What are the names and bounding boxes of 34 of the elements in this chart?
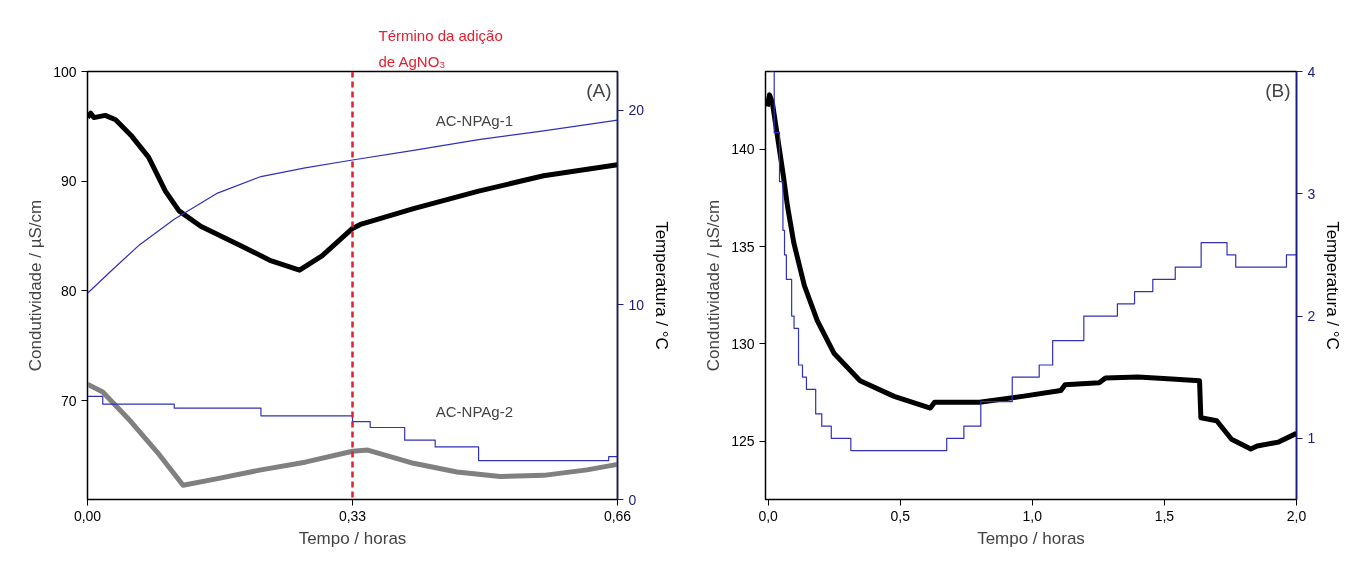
y-tick-label: 80 bbox=[60, 282, 77, 299]
x-tick-label: 0,33 bbox=[338, 507, 367, 524]
y2-axis-title: Temperatura / °C bbox=[1323, 221, 1343, 350]
y2-tick-label: 1 bbox=[1307, 430, 1316, 447]
y2-tick-label: 3 bbox=[1307, 185, 1316, 202]
y-axis-title: Condutividade / µS/cm bbox=[704, 199, 724, 372]
y-tick-label: 140 bbox=[731, 141, 755, 158]
chart-title: (B) bbox=[1265, 79, 1291, 101]
x-tick-label: 1,0 bbox=[1022, 507, 1043, 524]
x-axis-title: Tempo / horas bbox=[977, 528, 1085, 548]
x-tick-label: 0,00 bbox=[73, 507, 102, 524]
annotation: AC-NPAg-1 bbox=[435, 112, 514, 130]
y2-tick-label: 2 bbox=[1307, 308, 1316, 325]
y-tick-label: 130 bbox=[731, 335, 755, 352]
y2-tick-label: 0 bbox=[628, 491, 637, 508]
y2-axis-title: Temperatura / °C bbox=[652, 221, 672, 350]
y-tick-label: 135 bbox=[731, 238, 755, 255]
x-tick-label: 0,66 bbox=[603, 507, 632, 524]
y-tick-label: 90 bbox=[60, 173, 77, 190]
ref-line-label: Término da adição de AgNO₃ bbox=[378, 27, 503, 70]
y-tick-label: 125 bbox=[731, 433, 755, 450]
y-axis-title: Condutividade / µS/cm bbox=[26, 199, 46, 372]
x-tick-label: 2,0 bbox=[1286, 507, 1307, 524]
annotation: AC-NPAg-2 bbox=[435, 403, 514, 421]
y-tick-label: 70 bbox=[60, 392, 77, 409]
x-tick-label: 0,0 bbox=[758, 507, 779, 524]
x-tick-label: 1,5 bbox=[1154, 507, 1175, 524]
x-tick-label: 0,5 bbox=[890, 507, 911, 524]
y2-tick-label: 20 bbox=[628, 102, 645, 119]
y2-tick-label: 10 bbox=[628, 296, 645, 313]
chart-title: (A) bbox=[586, 79, 612, 101]
x-axis-title: Tempo / horas bbox=[298, 528, 407, 548]
y-tick-label: 100 bbox=[53, 63, 77, 80]
y2-tick-label: 4 bbox=[1307, 63, 1316, 80]
